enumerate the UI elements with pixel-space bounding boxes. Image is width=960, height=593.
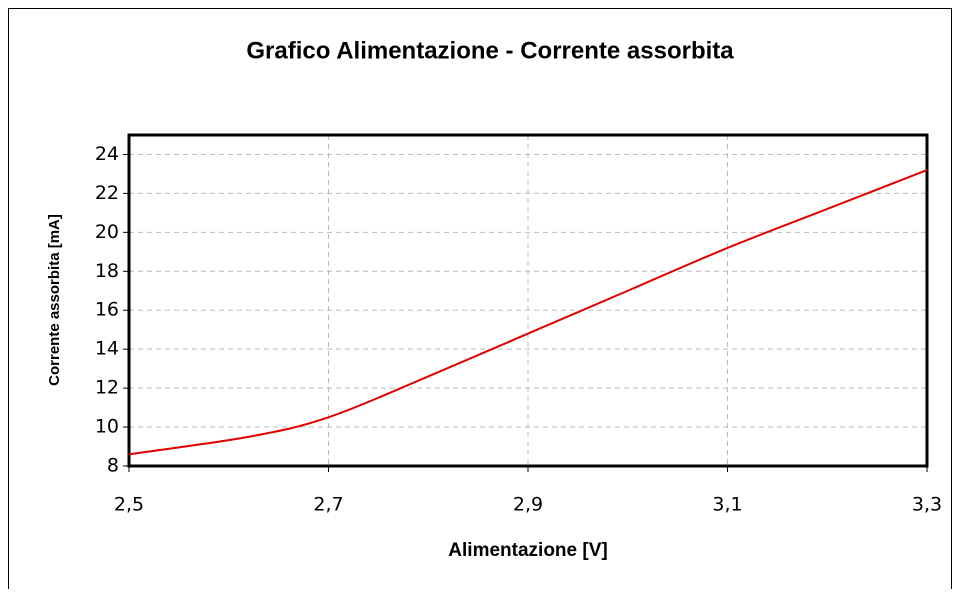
x-tick-label: 2,7 (313, 494, 343, 516)
x-tick-label: 2,9 (513, 494, 543, 516)
y-tick-label: 18 (95, 260, 119, 282)
x-tick-label: 3,1 (712, 494, 742, 516)
data-line (128, 169, 928, 456)
y-tick-label: 14 (95, 338, 119, 360)
y-tick-label: 16 (95, 299, 119, 321)
y-tick-label: 22 (95, 182, 119, 204)
x-tick-label: 2,5 (114, 494, 144, 516)
y-axis-title: Corrente assorbita [mA] (46, 214, 63, 386)
chart-frame (8, 8, 952, 589)
y-tick-label: 24 (95, 143, 119, 165)
chart-title: Grafico Alimentazione - Corrente assorbi… (246, 37, 734, 64)
y-tick-label: 20 (95, 221, 119, 243)
y-tick-label: 10 (95, 416, 119, 438)
plot-frame (127, 133, 929, 468)
y-tick-label: 8 (107, 455, 119, 477)
y-tick-label: 12 (95, 377, 119, 399)
x-axis-title: Alimentazione [V] (448, 540, 607, 561)
x-tick-label: 3,3 (912, 494, 942, 516)
